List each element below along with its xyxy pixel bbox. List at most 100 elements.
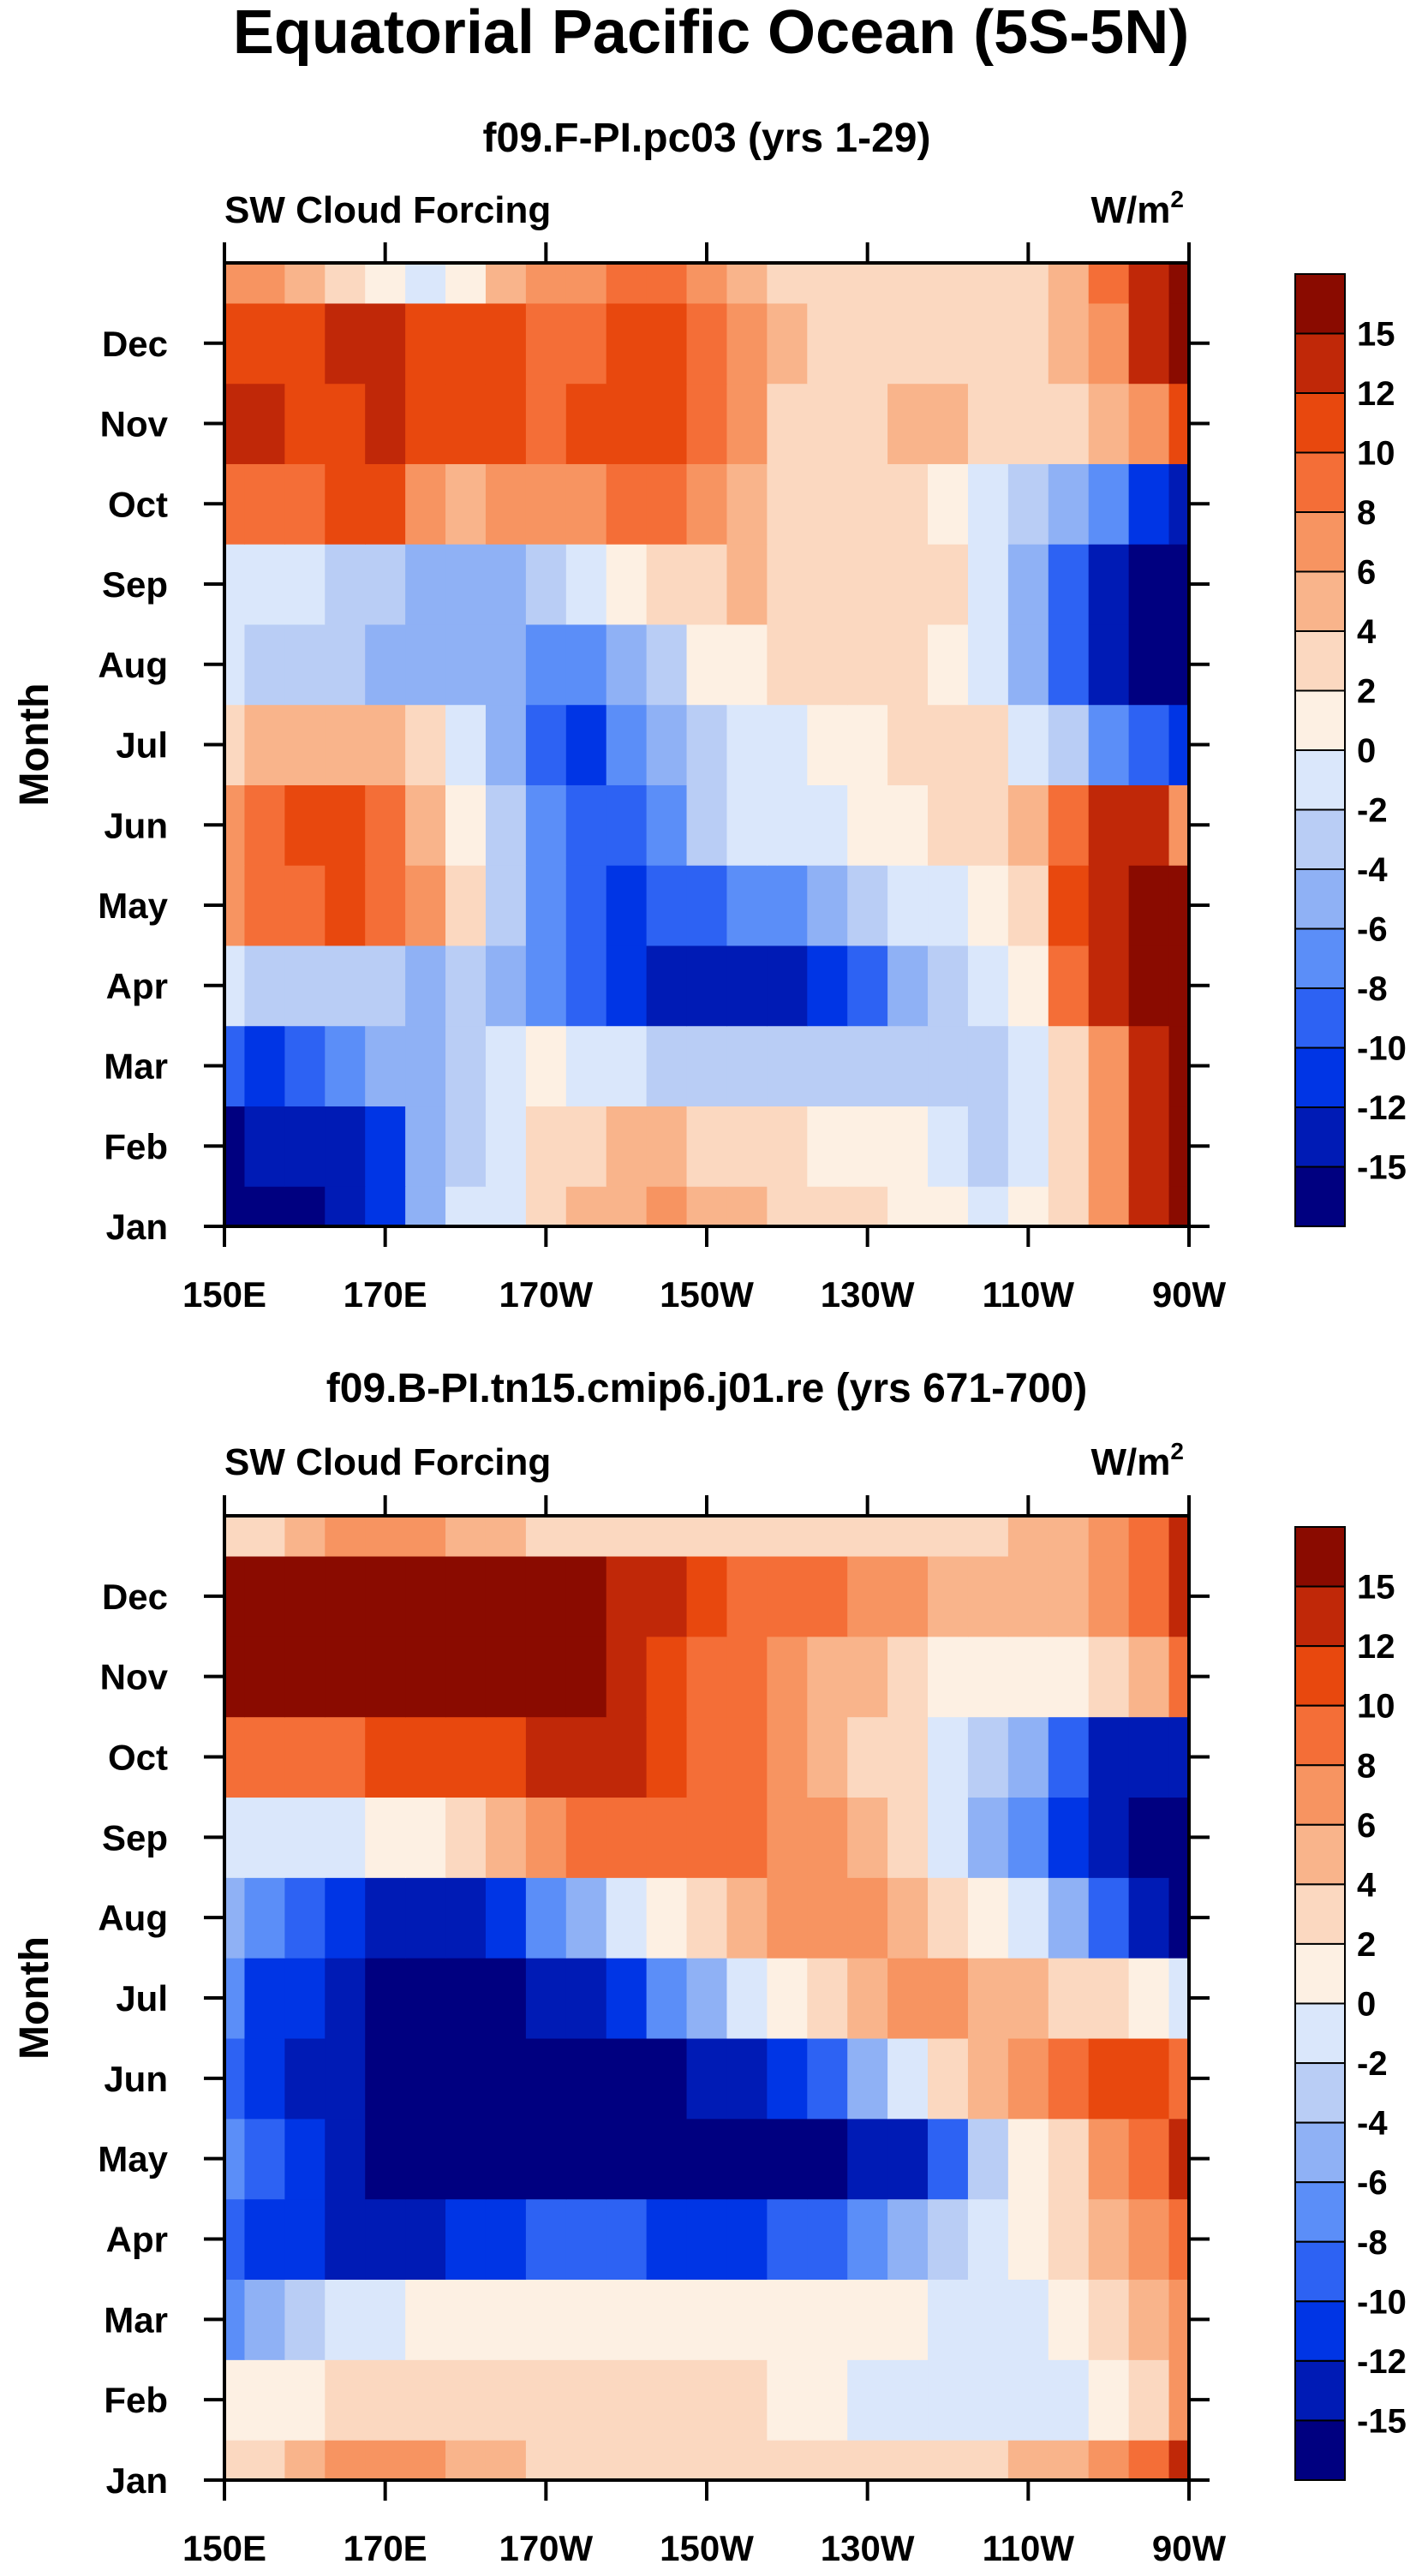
heatmap-cell bbox=[606, 2359, 648, 2441]
heatmap-cell bbox=[807, 2279, 848, 2360]
heatmap-cell bbox=[405, 2440, 446, 2481]
heatmap-cell bbox=[1048, 1797, 1090, 1878]
heatmap-cell bbox=[525, 704, 567, 785]
colorbar-label: -6 bbox=[1357, 911, 1388, 949]
heatmap-cell bbox=[284, 463, 326, 545]
heatmap-cell bbox=[405, 1636, 446, 1718]
heatmap-cell bbox=[365, 2359, 406, 2441]
heatmap-cell bbox=[325, 544, 366, 625]
units-label: W/m2 bbox=[1091, 1438, 1184, 1483]
heatmap-cell bbox=[1048, 2359, 1090, 2441]
heatmap-cell bbox=[1168, 1797, 1190, 1878]
heatmap-cell bbox=[646, 1797, 688, 1878]
heatmap-cell bbox=[807, 623, 848, 706]
heatmap-cell bbox=[606, 2037, 648, 2120]
heatmap-cell bbox=[767, 1186, 808, 1227]
heatmap-cell bbox=[1168, 263, 1190, 304]
heatmap-cell bbox=[565, 1516, 607, 1557]
colorbar: 15 12 10 8 6 4 2 0 -2 -4 -6 -8 -10 -12 -15 bbox=[1294, 1526, 1407, 2481]
heatmap-cell bbox=[967, 1516, 1009, 1557]
y-tick-label: Jan bbox=[106, 1207, 168, 1247]
heatmap-cell bbox=[224, 1516, 246, 1557]
heatmap-cell bbox=[1168, 704, 1190, 785]
heatmap-cell bbox=[445, 2279, 487, 2360]
heatmap-cell bbox=[887, 2118, 929, 2200]
heatmap-cell bbox=[928, 865, 969, 946]
heatmap-cell bbox=[284, 1797, 326, 1878]
heatmap-cell bbox=[445, 2198, 487, 2281]
heatmap-cell bbox=[767, 623, 808, 706]
heatmap-cell bbox=[1088, 623, 1130, 706]
heatmap-cell bbox=[1168, 1958, 1190, 2039]
heatmap-cell bbox=[928, 302, 969, 385]
heatmap-cell bbox=[224, 2440, 246, 2481]
heatmap-cell bbox=[485, 1516, 527, 1557]
heatmap-cell bbox=[606, 865, 648, 946]
heatmap-cell bbox=[485, 1636, 527, 1718]
heatmap-cell bbox=[1088, 1516, 1130, 1557]
heatmap-cell bbox=[1168, 2279, 1190, 2360]
colorbar-label: -6 bbox=[1357, 2164, 1388, 2202]
heatmap-cell bbox=[244, 865, 285, 946]
heatmap-cell bbox=[967, 1636, 1009, 1718]
heatmap-cell bbox=[224, 383, 246, 464]
heatmap-cell bbox=[1128, 2037, 1170, 2120]
heatmap-cell bbox=[887, 463, 929, 545]
heatmap-cell bbox=[967, 1958, 1009, 2039]
heatmap-cell bbox=[1088, 2359, 1130, 2441]
heatmap-cell bbox=[1048, 263, 1090, 304]
heatmap-cell bbox=[244, 1106, 285, 1187]
heatmap-cell bbox=[325, 704, 366, 785]
heatmap-cell bbox=[686, 2037, 728, 2120]
heatmap-cell bbox=[1048, 945, 1090, 1027]
heatmap-cell bbox=[767, 1636, 808, 1718]
heatmap-cell bbox=[525, 383, 567, 464]
heatmap-cell bbox=[284, 2440, 326, 2481]
heatmap-cell bbox=[224, 302, 246, 385]
heatmap-cell bbox=[525, 2440, 567, 2481]
heatmap-cell bbox=[928, 263, 969, 304]
panel-bottom: f09.B-PI.tn15.cmip6.j01.re (yrs 671-700)… bbox=[12, 1366, 1407, 2568]
heatmap-cell bbox=[686, 945, 728, 1027]
heatmap-cell bbox=[1007, 865, 1049, 946]
x-tick-label: 130W bbox=[821, 2528, 915, 2568]
heatmap-cell bbox=[646, 1958, 688, 2039]
colorbar-label: 2 bbox=[1357, 673, 1376, 711]
heatmap-cell bbox=[807, 1797, 848, 1878]
heatmap-cell bbox=[365, 784, 406, 866]
heatmap-cell bbox=[807, 2198, 848, 2281]
colorbar-box bbox=[1294, 511, 1346, 573]
heatmap-cell bbox=[1048, 302, 1090, 385]
heatmap-cell bbox=[807, 1958, 848, 2039]
heatmap-cell bbox=[1007, 2359, 1049, 2441]
heatmap-cell bbox=[606, 784, 648, 866]
heatmap-cell bbox=[1007, 1797, 1049, 1878]
x-tick-label: 150W bbox=[660, 1274, 754, 1315]
heatmap-cell bbox=[325, 784, 366, 866]
x-tick-label: 110W bbox=[983, 2528, 1075, 2568]
heatmap-cell bbox=[565, 2279, 607, 2360]
heatmap-cell bbox=[646, 463, 688, 545]
heatmap-cell bbox=[606, 2440, 648, 2481]
heatmap-cell bbox=[565, 2118, 607, 2200]
heatmap-cell bbox=[1168, 945, 1190, 1027]
heatmap-cell bbox=[565, 1555, 607, 1637]
heatmap-cell bbox=[325, 1636, 366, 1718]
heatmap-cell bbox=[445, 1877, 487, 1959]
panel-top: f09.F-PI.pc03 (yrs 1-29) SW Cloud Forcing… bbox=[12, 116, 1407, 1315]
heatmap-cell bbox=[1007, 2279, 1049, 2360]
heatmap-cell bbox=[405, 1716, 446, 1798]
heatmap-cell bbox=[928, 1555, 969, 1637]
heatmap-cell bbox=[887, 2037, 929, 2120]
heatmap-cell bbox=[726, 1636, 768, 1718]
heatmap-cell bbox=[1168, 2440, 1190, 2481]
heatmap-cell bbox=[485, 544, 527, 625]
heatmap-cell bbox=[325, 1716, 366, 1798]
colorbar-label: 4 bbox=[1357, 1866, 1377, 1904]
heatmap-cell bbox=[565, 1186, 607, 1227]
colorbar-box bbox=[1294, 2062, 1346, 2124]
heatmap-cell bbox=[606, 2198, 648, 2281]
heatmap-cell bbox=[365, 704, 406, 785]
heatmap-cell bbox=[847, 263, 888, 304]
